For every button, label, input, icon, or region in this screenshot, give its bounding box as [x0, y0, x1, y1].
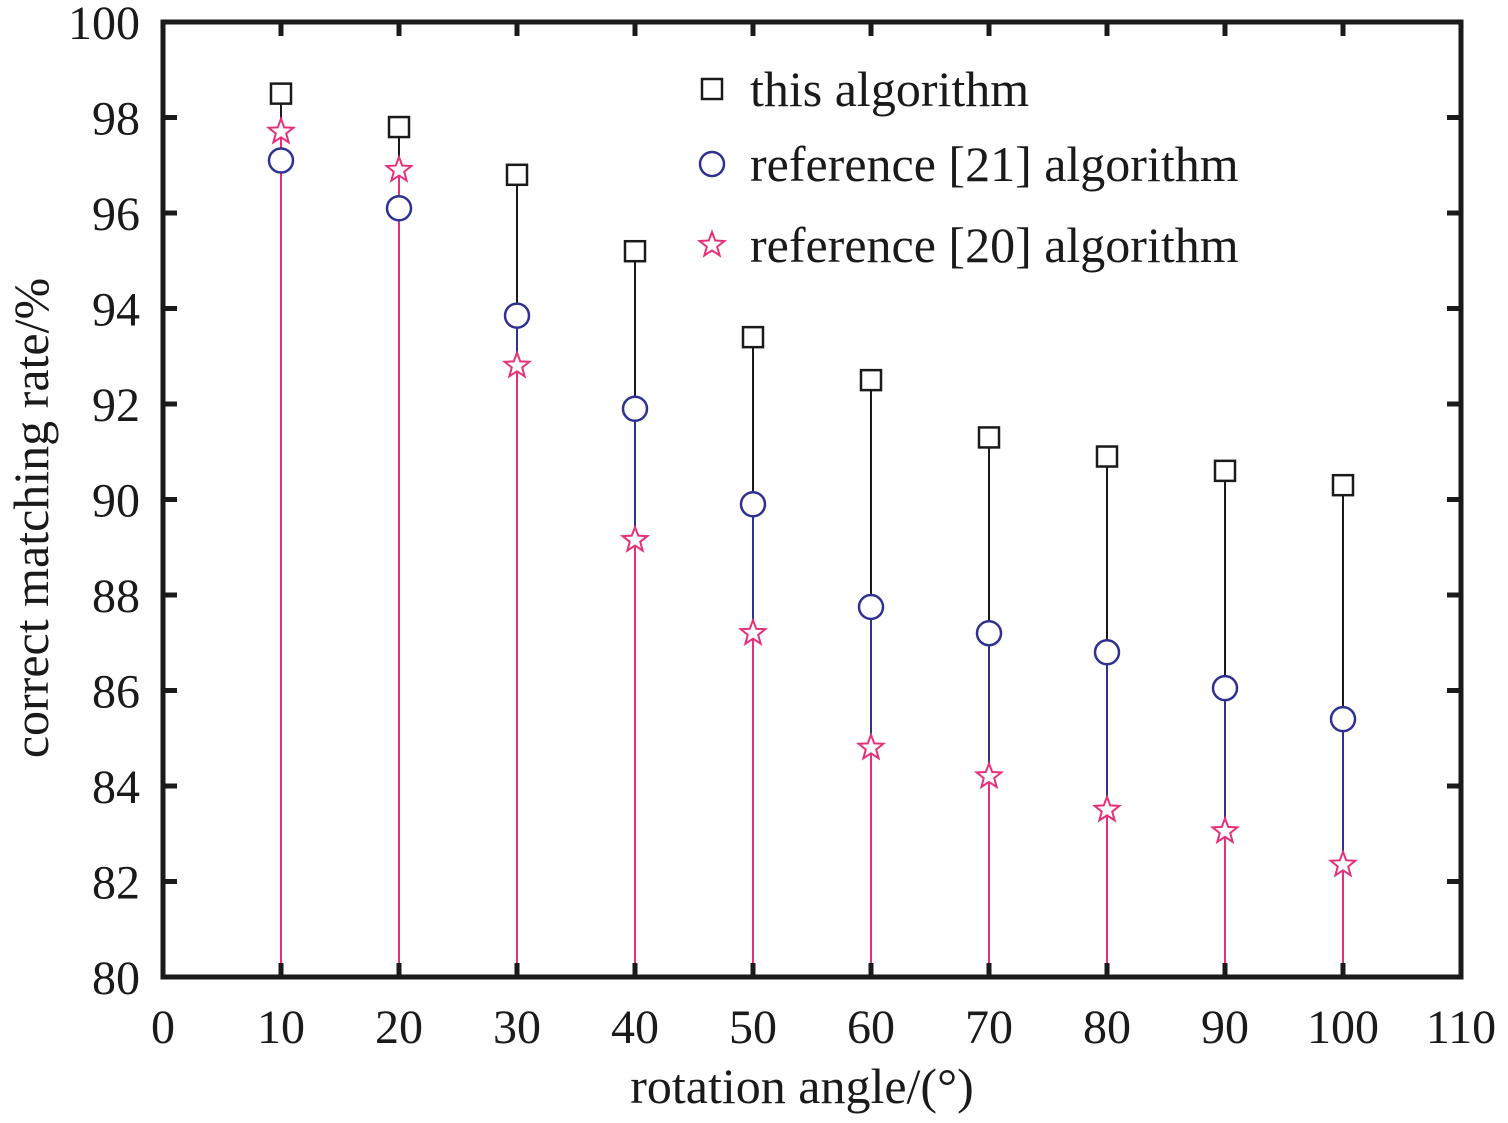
x-tick-label: 100 [1307, 1001, 1379, 1054]
x-tick-label: 70 [965, 1001, 1013, 1054]
legend: this algorithm reference [21] algorithm … [696, 61, 1239, 273]
data-point-star [737, 617, 769, 647]
data-point-square [1331, 473, 1355, 497]
legend-marker-circle [698, 150, 726, 178]
ticks-layer [160, 19, 1464, 980]
legend-marker-star [696, 229, 728, 258]
x-tick-label: 10 [257, 1001, 305, 1054]
legend-star-marker-icon [696, 229, 728, 258]
y-tick-label: 84 [92, 761, 140, 814]
y-tick-label: 100 [68, 0, 140, 50]
markers-layer [265, 82, 1359, 878]
data-point-star [1209, 815, 1241, 845]
data-point-star [1091, 794, 1123, 823]
data-point-square [269, 82, 293, 105]
data-point-star [855, 731, 887, 761]
legend-item-reference-21: reference [21] algorithm [698, 136, 1239, 192]
data-point-square [505, 163, 529, 187]
data-point-square [1213, 459, 1237, 483]
data-point-square [1095, 445, 1119, 468]
data-point-circle [1211, 674, 1239, 702]
data-point-square [977, 426, 1001, 449]
data-point-circle [857, 593, 885, 621]
legend-square-marker-icon [700, 77, 724, 101]
data-point-star [501, 349, 533, 379]
data-point-square [741, 325, 765, 349]
data-point-star [1327, 848, 1359, 878]
legend-label-reference-20: reference [20] algorithm [750, 217, 1239, 273]
x-tick-label: 110 [1426, 1001, 1496, 1054]
data-point-star [383, 154, 415, 183]
y-tick-label: 92 [92, 379, 140, 432]
x-tick-label: 60 [847, 1001, 895, 1054]
x-tick-label: 80 [1083, 1001, 1131, 1054]
y-tick-label: 98 [92, 93, 140, 146]
data-point-square [859, 368, 883, 392]
data-point-star [973, 760, 1005, 790]
legend-label-this-algorithm: this algorithm [750, 61, 1029, 117]
data-point-circle [385, 194, 413, 222]
stems-layer [280, 93, 1344, 977]
y-tick-label: 96 [92, 188, 140, 241]
x-tick-label: 40 [611, 1001, 659, 1054]
y-tick-label: 80 [92, 952, 140, 1005]
x-tick-label: 0 [151, 1001, 175, 1054]
y-tick-label: 86 [92, 666, 140, 719]
x-tick-label: 50 [729, 1001, 777, 1054]
data-point-square [387, 115, 411, 139]
x-axis-title: rotation angle/(°) [630, 1058, 973, 1114]
data-point-circle [267, 147, 295, 174]
x-tick-label: 20 [375, 1001, 423, 1054]
data-point-circle [1093, 639, 1121, 666]
tick-labels-layer: 0 10 20 30 40 50 60 70 80 90 100 110 80 82 84 86 88 90 92 9… [68, 0, 1496, 1054]
y-tick-label: 94 [92, 284, 140, 337]
x-tick-label: 90 [1201, 1001, 1249, 1054]
data-point-star [619, 524, 651, 553]
y-tick-label: 90 [92, 475, 140, 528]
data-point-star [265, 115, 297, 145]
data-point-circle [503, 302, 531, 329]
y-axis-title: correct matching rate/% [3, 278, 59, 758]
data-point-circle [621, 395, 649, 423]
x-tick-label: 30 [493, 1001, 541, 1054]
data-point-circle [739, 491, 767, 518]
data-point-square [623, 239, 647, 263]
y-tick-label: 82 [92, 857, 140, 910]
data-point-circle [975, 619, 1003, 647]
legend-circle-marker-icon [698, 150, 726, 178]
y-tick-label: 88 [92, 570, 140, 623]
legend-label-reference-21: reference [21] algorithm [750, 136, 1239, 192]
legend-marker-square [700, 77, 724, 101]
legend-item-this-algorithm: this algorithm [700, 61, 1029, 117]
data-point-circle [1329, 705, 1357, 733]
legend-item-reference-20: reference [20] algorithm [696, 217, 1239, 273]
